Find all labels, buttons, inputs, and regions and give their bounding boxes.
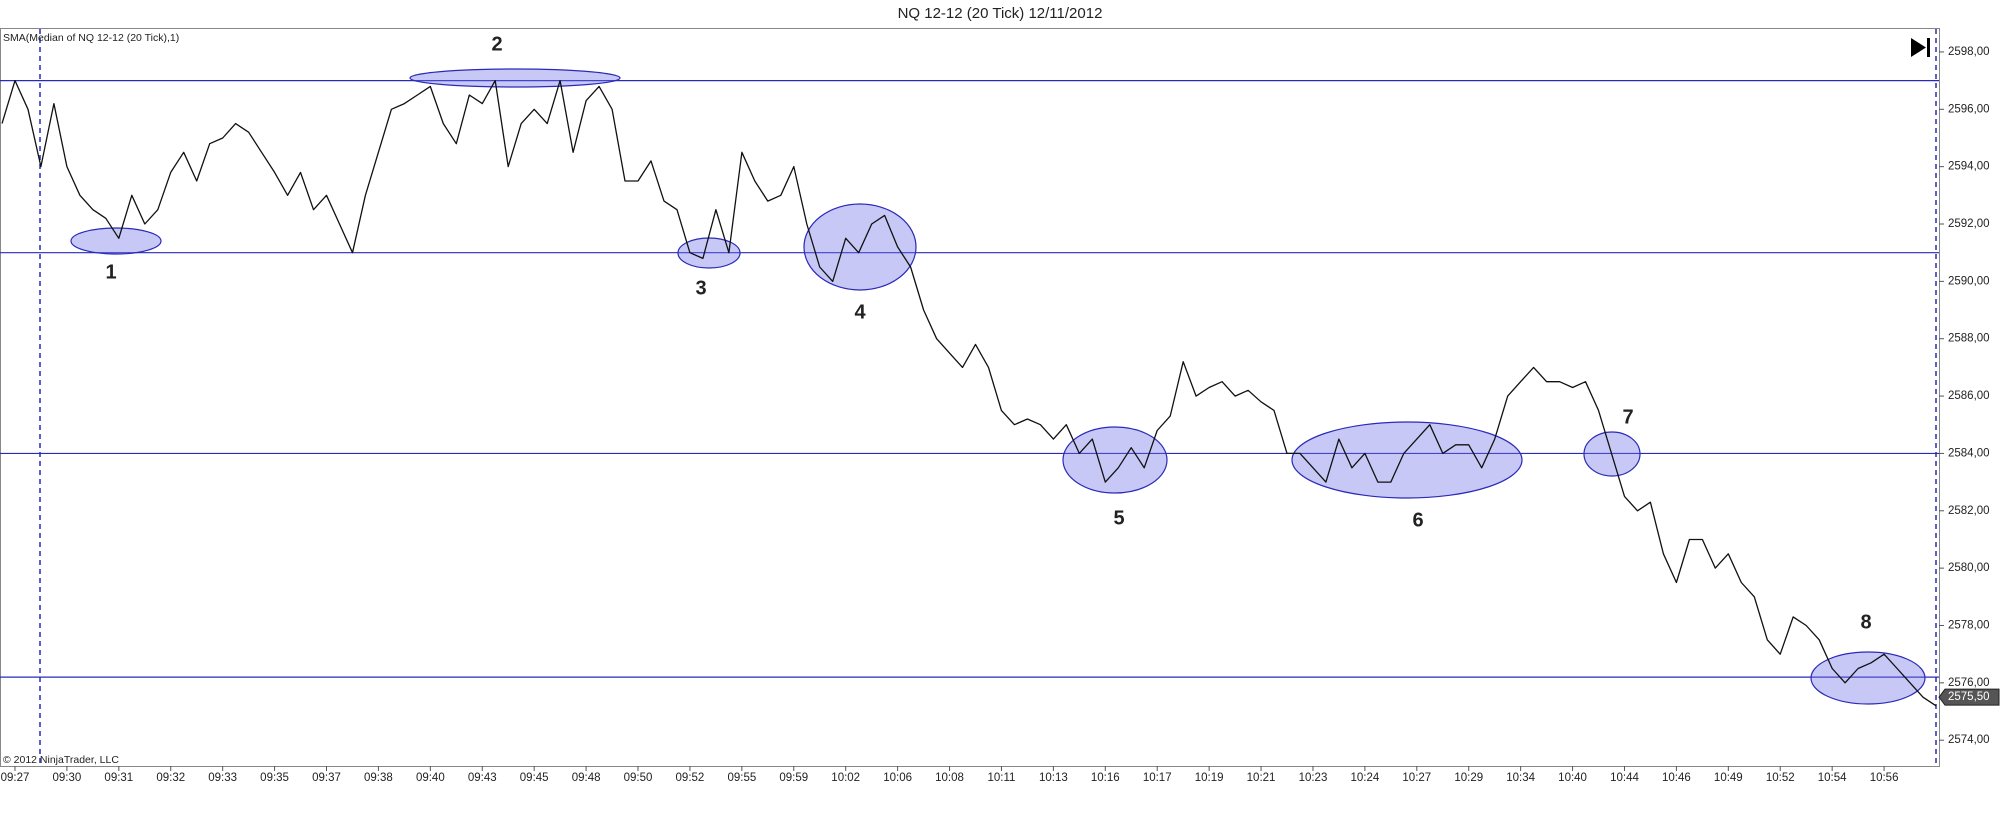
price-line: [1, 79, 1937, 707]
x-tick-label: 10:17: [1143, 772, 1172, 784]
x-tick-label: 10:21: [1247, 772, 1276, 784]
x-tick-label: 10:24: [1350, 772, 1379, 784]
x-tick-label: 10:19: [1195, 772, 1224, 784]
annotation-label: 7: [1622, 406, 1633, 428]
y-tick-label: 2582,00: [1948, 505, 1990, 517]
annotation-label: 3: [695, 277, 706, 299]
x-tick-label: 09:27: [1, 772, 30, 784]
y-tick-label: 2596,00: [1948, 103, 1990, 115]
annotation-label: 5: [1113, 507, 1124, 529]
play-bar[interactable]: [1927, 38, 1930, 57]
highlight-ellipse: [409, 68, 621, 88]
x-tick-label: 10:27: [1402, 772, 1431, 784]
x-tick-label: 10:54: [1818, 772, 1847, 784]
x-tick-label: 10:34: [1506, 772, 1535, 784]
x-tick-label: 10:46: [1662, 772, 1691, 784]
x-tick-label: 10:40: [1558, 772, 1587, 784]
x-tick-label: 09:48: [572, 772, 601, 784]
last-price-marker: [1938, 688, 2000, 706]
y-tick-label: 2590,00: [1948, 275, 1990, 287]
x-tick-label: 09:37: [312, 772, 341, 784]
x-tick-label: 09:59: [779, 772, 808, 784]
x-tick-label: 10:52: [1766, 772, 1795, 784]
x-tick-label: 10:08: [935, 772, 964, 784]
scroll-end-button[interactable]: [1911, 38, 1930, 57]
x-tick-label: 10:02: [831, 772, 860, 784]
x-tick-label: 09:52: [676, 772, 705, 784]
x-tick-label: 09:40: [416, 772, 445, 784]
y-tick-label: 2586,00: [1948, 390, 1990, 402]
plot-frame: [0, 28, 1940, 767]
x-tick-label: 10:44: [1610, 772, 1639, 784]
play-icon[interactable]: [1911, 38, 1926, 57]
x-tick-label: 10:11: [987, 772, 1015, 784]
x-tick-label: 09:38: [364, 772, 393, 784]
y-tick-label: 2594,00: [1948, 161, 1990, 173]
x-tick-label: 10:29: [1454, 772, 1483, 784]
chart-title: NQ 12-12 (20 Tick) 12/11/2012: [898, 5, 1103, 22]
y-tick-label: 2588,00: [1948, 333, 1990, 345]
highlight-ellipse: [803, 203, 917, 291]
y-tick-label: 2580,00: [1948, 562, 1990, 574]
y-tick-label: 2598,00: [1948, 46, 1990, 58]
annotation-label: 4: [854, 301, 866, 323]
highlight-ellipse: [1291, 421, 1523, 499]
annotation-label: 1: [105, 261, 116, 283]
annotation-label: 2: [491, 33, 502, 55]
y-tick-label: 2574,00: [1948, 734, 1990, 746]
annotation-label: 8: [1860, 611, 1871, 633]
last-price-label: 2575,50: [1948, 691, 1990, 703]
x-tick-label: 09:33: [208, 772, 237, 784]
y-tick-label: 2576,00: [1948, 677, 1990, 689]
x-tick-label: 09:31: [104, 772, 133, 784]
x-tick-label: 10:16: [1091, 772, 1120, 784]
x-tick-label: 10:13: [1039, 772, 1068, 784]
x-tick-label: 10:23: [1299, 772, 1328, 784]
y-tick-label: 2592,00: [1948, 218, 1990, 230]
highlight-ellipse: [1810, 651, 1926, 705]
x-tick-label: 09:55: [727, 772, 756, 784]
x-tick-label: 09:43: [468, 772, 497, 784]
highlight-ellipse: [70, 227, 162, 255]
y-tick-label: 2584,00: [1948, 447, 1990, 459]
highlight-ellipse: [1062, 426, 1168, 494]
x-tick-label: 10:49: [1714, 772, 1743, 784]
x-tick-label: 09:45: [520, 772, 549, 784]
y-tick-label: 2578,00: [1948, 620, 1990, 632]
x-tick-label: 09:50: [624, 772, 653, 784]
annotation-label: 6: [1412, 509, 1423, 531]
x-tick-label: 10:56: [1870, 772, 1899, 784]
x-tick-label: 09:35: [260, 772, 289, 784]
x-tick-label: 09:30: [53, 772, 82, 784]
indicator-label: SMA(Median of NQ 12-12 (20 Tick),1): [3, 32, 179, 44]
x-tick-label: 09:32: [156, 772, 185, 784]
copyright: © 2012 NinjaTrader, LLC: [3, 754, 119, 766]
x-tick-label: 10:06: [883, 772, 912, 784]
